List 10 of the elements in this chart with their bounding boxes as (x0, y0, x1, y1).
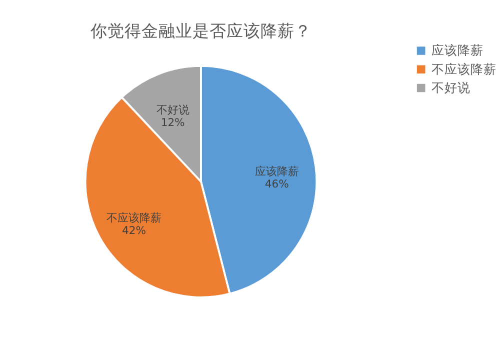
chart-title: 你觉得金融业是否应该降薪？ (89, 22, 312, 41)
legend-label: 不好说 (431, 80, 470, 96)
legend-label: 不应该降薪 (431, 61, 496, 78)
slice-label: 不应该降薪 (106, 211, 162, 224)
slice-label: 应该降薪 (254, 164, 299, 178)
data-label: 46% (264, 178, 289, 191)
data-label: 12% (160, 116, 185, 130)
data-label: 42% (122, 224, 146, 238)
legend-label: 应该降薪 (431, 42, 484, 59)
slice-label: 不好说 (156, 103, 190, 116)
